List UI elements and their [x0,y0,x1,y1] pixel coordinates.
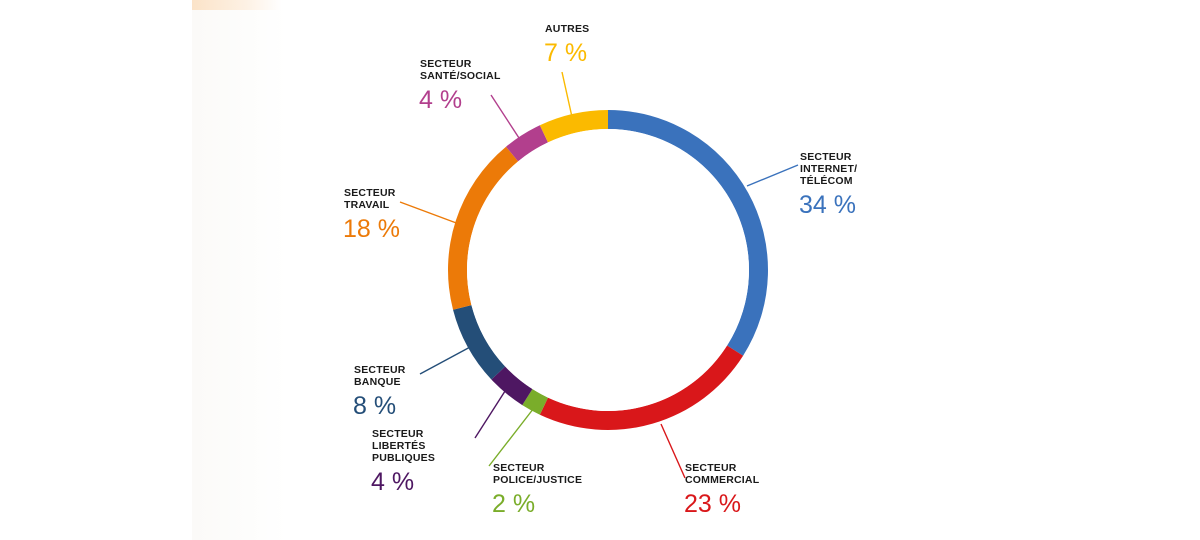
value-label-libertes: 4 % [371,468,414,496]
leader-line-autres [561,71,573,118]
background-fade [192,0,287,540]
value-label-travail: 18 % [343,215,400,243]
value-label-commercial: 23 % [684,490,741,518]
leader-line-sante [490,94,520,139]
category-label-libertes-line-3: PUBLIQUES [372,452,435,464]
leader-line-internet [746,164,799,187]
slice-autres [539,110,608,143]
slice-sante [506,125,548,162]
label-autres: AUTRES 7 % [544,23,589,67]
category-label-libertes-line-1: SECTEUR [372,428,424,440]
category-label-internet-line-2: INTERNET/ [800,163,857,175]
value-label-internet: 34 % [799,191,856,219]
category-label-sante-line-1: SECTEUR [420,58,472,70]
leader-line-commercial [660,423,686,479]
slice-commercial [539,345,744,430]
donut-hole [467,129,749,411]
value-label-autres: 7 % [544,39,587,67]
slice-travail [448,146,519,310]
corner-tint [192,0,282,10]
category-label-autres-line-1: AUTRES [545,23,589,35]
leader-line-travail [399,201,460,225]
slice-banque [453,305,506,380]
leader-line-libertes [474,387,508,439]
category-label-internet-line-1: SECTEUR [800,151,852,163]
category-label-travail-line-1: SECTEUR [344,187,396,199]
slice-police [522,389,548,415]
donut-ring [448,110,768,430]
category-label-police-line-2: POLICE/JUSTICE [493,474,582,486]
value-label-banque: 8 % [353,392,396,420]
leader-line-police [488,403,538,467]
leader-lines [399,71,799,479]
leader-line-banque [419,345,473,375]
category-label-banque-line-2: BANQUE [354,376,401,388]
category-label-libertes-line-2: LIBERTÉS [372,439,426,452]
category-label-police-line-1: SECTEUR [493,462,545,474]
category-label-travail-line-2: TRAVAIL [344,199,390,211]
slice-libertes [491,366,533,406]
value-label-police: 2 % [492,490,535,518]
category-label-internet-line-3: TÉLÉCOM [800,174,853,187]
category-label-sante-line-2: SANTÉ/SOCIAL [420,69,501,82]
slice-internet [608,110,768,356]
category-label-banque-line-1: SECTEUR [354,364,406,376]
category-label-commercial-line-2: COMMERCIAL [685,474,760,486]
category-label-commercial-line-1: SECTEUR [685,462,737,474]
value-label-sante: 4 % [419,86,462,114]
